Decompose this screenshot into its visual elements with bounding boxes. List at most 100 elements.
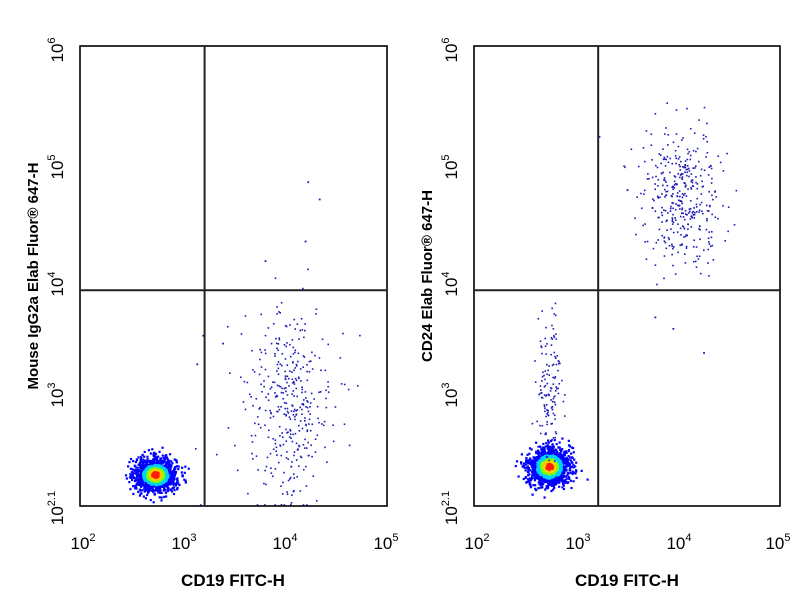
event-dot-0-105 (153, 492, 157, 495)
event-dot-1-1441 (554, 460, 556, 462)
event-dot-1-246 (532, 456, 535, 459)
event-dot-1-1892 (681, 243, 683, 245)
event-dot-0-1716 (299, 455, 302, 458)
event-dot-1-627 (537, 458, 540, 462)
event-dot-0-1538 (325, 389, 327, 392)
event-dot-0-1457 (254, 434, 257, 437)
event-dot-1-1707 (665, 127, 667, 129)
event-dot-0-1551 (240, 376, 242, 379)
event-dot-1-1891 (663, 277, 665, 280)
event-dot-1-1486 (554, 357, 557, 360)
event-dot-1-1459 (536, 420, 538, 423)
event-dot-1-323 (562, 474, 566, 477)
event-dot-0-16 (138, 494, 142, 497)
event-dot-0-1566 (281, 387, 283, 390)
event-dot-0-43 (176, 486, 179, 490)
event-dot-1-1427 (550, 399, 552, 401)
event-dot-1-1870 (661, 221, 663, 223)
event-dot-0-481 (150, 485, 153, 488)
event-dot-1-1403 (550, 387, 553, 390)
event-dot-1-1919 (702, 185, 705, 188)
event-dot-1-1865 (664, 209, 667, 212)
event-dot-1-1458 (551, 422, 554, 425)
event-dot-0-256 (148, 459, 152, 462)
event-dot-0-124 (154, 455, 157, 459)
event-dot-1-1589 (668, 244, 671, 247)
event-dot-1-1522 (558, 360, 560, 363)
event-dot-1-1444 (542, 371, 544, 374)
event-dot-1-1661 (664, 188, 666, 191)
event-dot-0-1728 (306, 364, 308, 366)
event-dot-0-1521 (279, 312, 281, 314)
event-dot-1-1799 (696, 187, 699, 190)
y-tick-left-4: 106 (46, 37, 67, 62)
event-dot-0-1490 (302, 504, 305, 506)
event-dot-1-36 (575, 461, 578, 464)
event-dot-0-1649 (306, 430, 309, 433)
event-dot-1-1553 (703, 106, 706, 109)
event-dot-1-1775 (715, 196, 718, 198)
event-dot-0-1570 (294, 418, 296, 421)
event-dot-0-117 (132, 469, 135, 472)
event-dot-1-1610 (672, 264, 674, 267)
event-dot-0-1735 (291, 405, 294, 407)
event-dot-0-1577 (343, 383, 346, 386)
event-dot-1-1779 (693, 213, 696, 216)
event-dot-1-1428 (541, 375, 544, 378)
event-dot-0-1783 (264, 260, 267, 263)
event-dot-0-1683 (270, 411, 272, 414)
event-dot-1-1564 (677, 173, 679, 175)
event-dot-1-7 (517, 475, 520, 478)
event-dot-1-1755 (698, 119, 700, 121)
y-tick-right-0: 102.1 (440, 491, 461, 525)
event-dot-0-25 (142, 495, 145, 498)
event-dot-0-231 (156, 489, 159, 492)
event-dot-1-1869 (684, 160, 687, 162)
event-dot-1-1456 (547, 409, 549, 412)
event-dot-0-1571 (308, 360, 311, 363)
event-dot-1-1827 (662, 148, 664, 150)
event-dot-1-1897 (708, 231, 711, 233)
event-dot-1-90 (524, 463, 527, 466)
event-dot-0-79 (165, 456, 169, 459)
event-dot-0-1764 (334, 406, 337, 408)
event-dot-1-1434 (554, 436, 556, 439)
event-dot-0-666 (144, 467, 148, 470)
event-dot-1-1781 (664, 165, 667, 167)
event-dot-0-1741 (303, 447, 306, 449)
event-dot-1-1429 (559, 362, 561, 365)
event-dot-0-1504 (306, 429, 309, 431)
event-dot-0-1724 (278, 311, 280, 313)
event-dot-1-65 (526, 478, 530, 481)
event-dot-1-1552 (645, 130, 648, 132)
event-dot-1-1596 (680, 244, 683, 246)
event-dot-0-1626 (286, 364, 289, 366)
event-dot-0-122 (142, 458, 145, 461)
event-dot-1-448 (538, 476, 541, 479)
event-dot-0-273 (139, 482, 142, 485)
event-dot-0-548 (151, 463, 154, 466)
event-dot-0-1587 (273, 381, 276, 384)
event-dot-0-1406 (288, 385, 290, 387)
event-dot-1-251 (547, 448, 550, 451)
event-dot-0-1646 (347, 388, 350, 391)
event-dot-0-1782 (304, 240, 307, 243)
event-dot-1-1668 (707, 237, 710, 240)
event-dot-1-60 (561, 486, 564, 489)
event-dot-1-1399 (548, 466, 551, 469)
event-dot-1-1473 (540, 346, 543, 349)
event-dot-1-188 (552, 447, 555, 450)
event-dot-0-822 (144, 476, 147, 479)
event-dot-0-327 (165, 463, 168, 466)
x-tick-right-2: 104 (666, 532, 691, 553)
event-dot-0-1466 (270, 467, 272, 469)
event-dot-1-132 (563, 450, 566, 453)
event-dot-1-20 (520, 461, 523, 464)
event-dot-1-1720 (719, 161, 722, 164)
event-dot-1-1786 (689, 199, 692, 202)
event-dot-1-1675 (688, 170, 691, 172)
event-dot-0-1755 (293, 395, 295, 397)
event-dot-0-1662 (292, 381, 295, 384)
event-dot-0-545 (167, 469, 170, 472)
event-dot-1-1476 (551, 324, 553, 327)
